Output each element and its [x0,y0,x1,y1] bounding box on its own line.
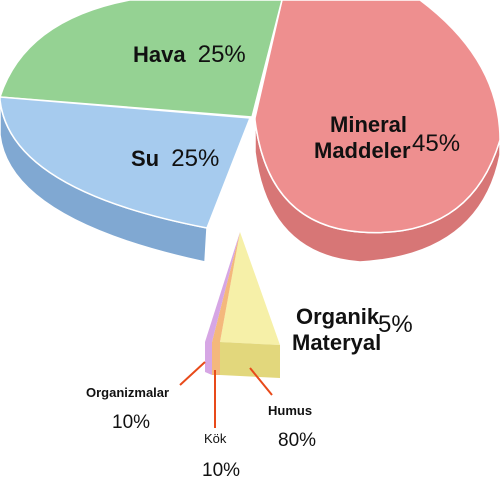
pyramid-organizmalar-face [205,232,240,342]
leader-line-humus [249,367,273,396]
leader-line-organizmalar [179,361,206,386]
label-organik-line2: Materyal [292,330,381,355]
label-organik-line1: Organik [296,304,380,329]
label-kok: Kök [204,431,227,446]
pyramid-humus-face [220,232,280,345]
label-humus: Humus [268,403,312,418]
value-organizmalar: 10% [112,412,150,433]
pyramid-base-front [220,342,280,378]
label-mineral-line2: Maddeler [314,138,411,163]
label-mineral-pct: 45% [412,130,460,157]
pie-slice-mineral-maddeler [254,0,500,234]
label-organizmalar: Organizmalar [86,385,169,400]
pie-slice-hava [0,0,283,118]
pie-slice-su [0,96,252,229]
label-organik-pct: 5% [378,311,413,338]
pyramid-base-kok [212,342,220,375]
pyramid-base-organizmalar [205,342,212,375]
organic-pyramid [205,232,280,378]
label-mineral-line1: Mineral [330,112,407,137]
label-hava: Hava 25% [133,41,246,68]
value-humus: 80% [278,430,316,451]
value-kok: 10% [202,460,240,481]
label-su: Su 25% [131,145,219,172]
